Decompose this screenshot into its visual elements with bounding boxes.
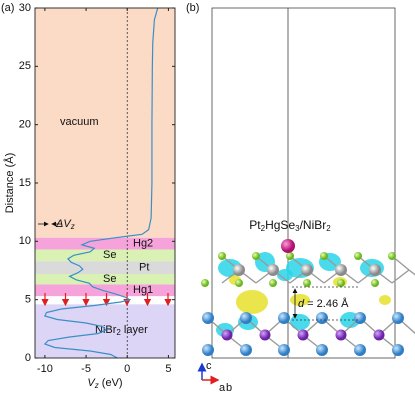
- y-tick-label: 15: [19, 177, 31, 189]
- panel-label: (b): [186, 2, 199, 14]
- atom: [337, 279, 345, 287]
- x-tick-label: -10: [37, 363, 53, 375]
- atom: [278, 312, 290, 324]
- atom: [303, 279, 311, 287]
- atom: [354, 312, 366, 324]
- layer-label: vacuum: [60, 116, 99, 128]
- title-sub: 3: [295, 224, 300, 233]
- atom: [278, 344, 290, 356]
- x-tick-label: -5: [81, 363, 91, 375]
- atom: [392, 312, 404, 324]
- layer-band: [35, 249, 175, 262]
- y-tick-label: 5: [25, 294, 31, 306]
- y-axis-title: Distance (Å): [3, 153, 16, 214]
- atom: [373, 329, 385, 341]
- potential-line: [43, 7, 159, 359]
- atom: [392, 344, 404, 356]
- charge-density: [277, 269, 293, 281]
- delta-label: ΔVz: [55, 218, 75, 231]
- layer-label: NiBr2 layer: [95, 324, 148, 337]
- atom: [301, 264, 313, 276]
- layer-label: Se: [103, 273, 116, 285]
- x-axis-title: Vz (eV): [87, 377, 122, 390]
- atom: [320, 252, 328, 260]
- atom: [297, 329, 309, 341]
- label-part: d: [298, 298, 305, 310]
- label-sub: z: [94, 381, 99, 390]
- charge-density: [290, 314, 310, 330]
- label-sub: z: [70, 222, 75, 231]
- charge-density: [236, 290, 268, 314]
- atom: [269, 279, 277, 287]
- layer-band: [35, 237, 175, 250]
- title-part: Pt: [249, 218, 261, 232]
- charge-density: [379, 295, 391, 305]
- label-part: = 2.46 Å: [304, 297, 349, 310]
- axis-label: b: [226, 382, 232, 394]
- label-part: ΔV: [55, 218, 72, 230]
- atom: [281, 239, 295, 253]
- y-tick-label: 10: [19, 235, 31, 247]
- atom: [240, 312, 252, 324]
- atom: [221, 329, 233, 341]
- layer-label: Hg1: [133, 284, 153, 296]
- atom: [202, 344, 214, 356]
- label-part: V: [87, 377, 96, 389]
- y-tick-label: 20: [19, 119, 31, 131]
- atom: [201, 279, 209, 287]
- layer-label: Se: [103, 249, 116, 261]
- layer-band: [35, 284, 175, 297]
- layer-label: Pt: [139, 261, 149, 273]
- atom: [335, 329, 347, 341]
- x-tick-label: 0: [124, 363, 130, 375]
- atom: [218, 252, 226, 260]
- bond: [408, 269, 415, 276]
- label-part: layer: [121, 324, 148, 336]
- y-tick-label: 30: [19, 2, 31, 14]
- distance-label: d = 2.46 Å: [298, 297, 349, 310]
- atom: [235, 279, 243, 287]
- atom: [202, 312, 214, 324]
- atom: [388, 252, 396, 260]
- axis-label: a: [219, 382, 226, 394]
- atom: [286, 252, 294, 260]
- label-part: (eV): [99, 377, 123, 389]
- bond: [391, 269, 410, 284]
- atom: [316, 312, 328, 324]
- title-sub: 2: [261, 224, 266, 233]
- panel-label: (a): [1, 2, 14, 14]
- y-tick-label: 25: [19, 60, 31, 72]
- atom: [267, 264, 279, 276]
- title-sub: 2: [326, 224, 331, 233]
- x-tick-label: 5: [165, 363, 171, 375]
- layer-label: Hg2: [133, 238, 153, 250]
- title-part: /NiBr: [300, 218, 327, 232]
- layer-band: [35, 274, 175, 285]
- cell-frame: [211, 7, 396, 359]
- atom: [335, 264, 347, 276]
- y-tick-label: 0: [25, 352, 31, 364]
- atom: [354, 344, 366, 356]
- atom: [354, 252, 362, 260]
- layer-band: [35, 261, 175, 274]
- title-part: HgSe: [265, 218, 295, 232]
- atom: [369, 264, 381, 276]
- atom: [259, 329, 271, 341]
- atom: [233, 264, 245, 276]
- atom: [240, 344, 252, 356]
- atom: [371, 279, 379, 287]
- structure-title: Pt2HgSe3/NiBr2: [249, 218, 331, 233]
- atom: [316, 344, 328, 356]
- layer-band: [35, 304, 175, 358]
- atom: [252, 252, 260, 260]
- layer-band: [35, 8, 175, 238]
- label-sub: 2: [116, 328, 121, 337]
- axis-label: c: [206, 360, 212, 372]
